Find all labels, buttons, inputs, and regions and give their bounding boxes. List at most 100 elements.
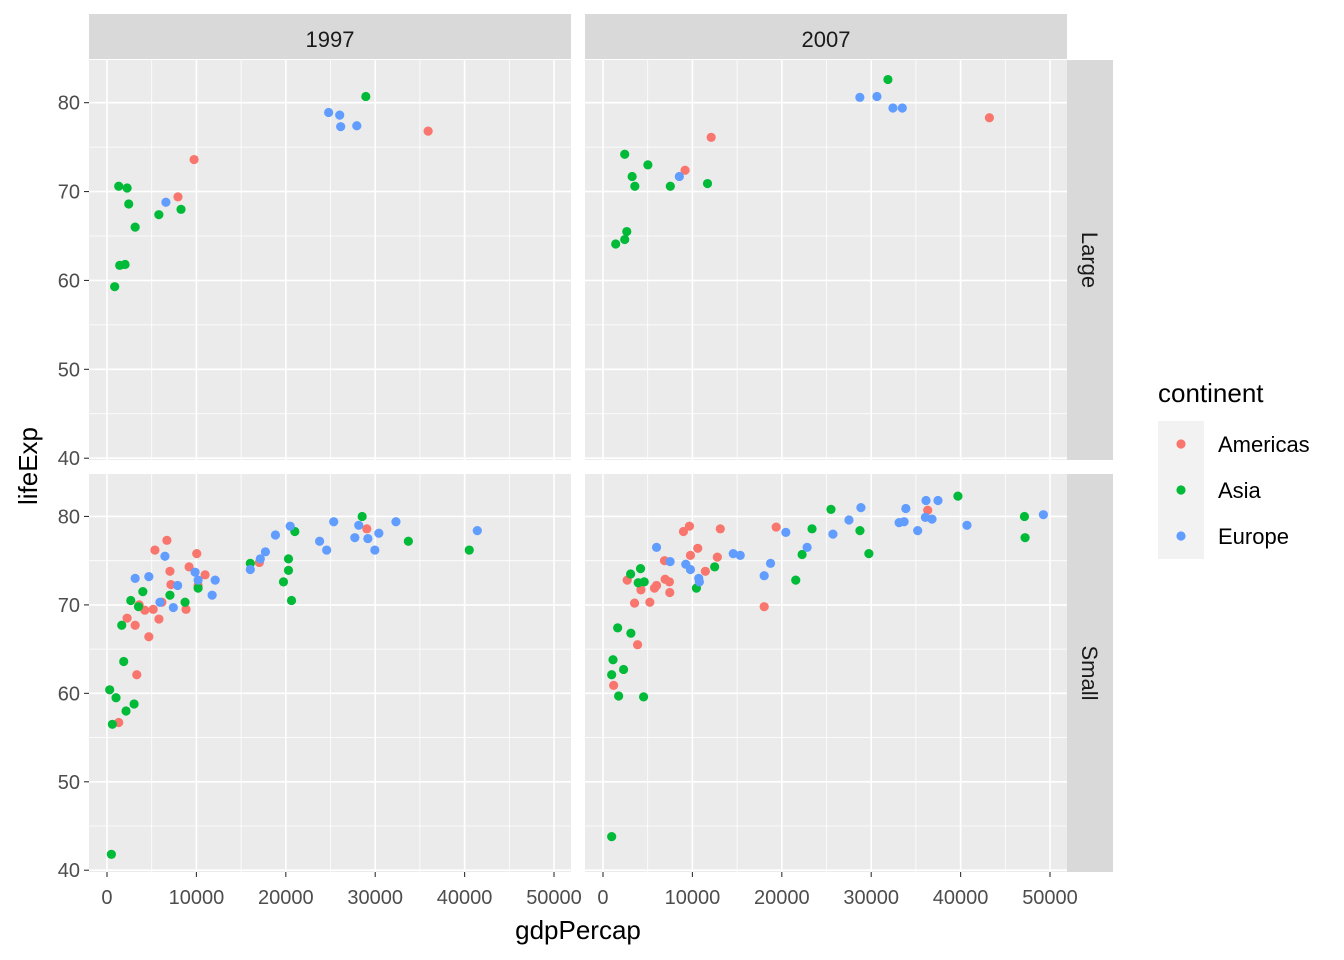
point-europe bbox=[651, 542, 662, 553]
point-europe bbox=[665, 556, 675, 567]
point-asia bbox=[710, 562, 720, 572]
point-americas bbox=[712, 552, 722, 562]
point-asia bbox=[807, 524, 817, 534]
point-americas bbox=[685, 550, 696, 560]
point-americas bbox=[759, 602, 769, 612]
panel-background bbox=[585, 60, 1067, 460]
legend-label: Asia bbox=[1218, 478, 1262, 503]
point-americas bbox=[173, 192, 183, 202]
point-americas bbox=[192, 549, 202, 559]
point-asia bbox=[883, 74, 893, 85]
legend-swatch bbox=[1176, 485, 1186, 495]
point-americas bbox=[632, 640, 643, 650]
point-asia bbox=[611, 239, 621, 249]
panel-2007-small bbox=[585, 474, 1067, 872]
y-tick-label: 40 bbox=[58, 860, 80, 882]
y-tick-label: 70 bbox=[58, 595, 80, 617]
point-americas bbox=[651, 580, 662, 591]
y-tick-label: 50 bbox=[58, 359, 80, 381]
legend-swatch bbox=[1176, 439, 1186, 449]
point-asia bbox=[464, 545, 474, 555]
point-europe bbox=[335, 110, 345, 120]
point-asia bbox=[702, 178, 713, 189]
point-americas bbox=[181, 604, 191, 614]
legend-swatch bbox=[1176, 531, 1186, 541]
point-europe bbox=[161, 197, 171, 207]
point-asia bbox=[121, 706, 131, 716]
y-tick-label: 50 bbox=[58, 772, 80, 794]
point-asia bbox=[826, 504, 836, 514]
point-asia bbox=[133, 602, 144, 612]
point-europe bbox=[856, 503, 866, 513]
point-europe bbox=[735, 550, 745, 560]
point-americas bbox=[154, 614, 164, 624]
point-asia bbox=[1019, 511, 1030, 522]
x-tick-label: 30000 bbox=[843, 887, 899, 909]
axes: 40 50 60 70 80 40 50 60 70 80 0 10000 20000 30000 4000… bbox=[58, 93, 1078, 909]
point-europe bbox=[374, 528, 384, 538]
point-americas bbox=[706, 132, 716, 142]
point-asia bbox=[119, 656, 129, 667]
point-asia bbox=[620, 234, 630, 245]
point-europe bbox=[844, 515, 854, 525]
point-americas bbox=[132, 670, 142, 680]
legend: continent Americas Asia Europe bbox=[1158, 378, 1310, 559]
point-europe bbox=[270, 530, 281, 540]
point-europe bbox=[927, 514, 937, 524]
x-tick-label: 0 bbox=[597, 887, 608, 909]
legend-label: Europe bbox=[1218, 524, 1289, 549]
point-europe bbox=[130, 573, 140, 583]
point-americas bbox=[362, 524, 372, 534]
point-europe bbox=[921, 495, 931, 506]
point-americas bbox=[923, 505, 933, 515]
point-asia bbox=[124, 199, 134, 209]
point-asia bbox=[627, 171, 637, 182]
point-europe bbox=[901, 503, 911, 514]
point-asia bbox=[286, 595, 297, 606]
point-asia bbox=[665, 181, 675, 191]
point-europe bbox=[370, 545, 380, 555]
point-europe bbox=[363, 533, 373, 544]
point-europe bbox=[245, 564, 255, 575]
point-europe bbox=[173, 580, 183, 591]
point-asia bbox=[608, 655, 618, 665]
point-asia bbox=[403, 536, 413, 546]
legend-item-americas: Americas bbox=[1158, 421, 1310, 467]
point-asia bbox=[626, 628, 636, 638]
point-asia bbox=[630, 181, 640, 191]
point-americas bbox=[645, 597, 655, 607]
point-americas bbox=[184, 562, 194, 572]
point-europe bbox=[962, 520, 972, 530]
point-asia bbox=[643, 160, 653, 170]
point-americas bbox=[162, 535, 172, 545]
point-europe bbox=[913, 526, 923, 536]
point-europe bbox=[324, 107, 334, 118]
point-europe bbox=[391, 517, 401, 527]
point-asia bbox=[165, 590, 175, 600]
panel-background bbox=[89, 474, 571, 872]
point-europe bbox=[472, 526, 482, 536]
point-europe bbox=[190, 567, 200, 577]
point-asia bbox=[283, 554, 294, 564]
point-asia bbox=[639, 577, 649, 587]
point-americas bbox=[189, 154, 199, 165]
x-tick-label: 10000 bbox=[169, 887, 225, 909]
point-asia bbox=[618, 664, 629, 675]
point-asia bbox=[361, 91, 371, 102]
point-americas bbox=[166, 579, 176, 590]
point-europe bbox=[168, 602, 178, 613]
point-asia bbox=[126, 595, 136, 606]
point-europe bbox=[144, 571, 154, 582]
point-asia bbox=[120, 259, 130, 270]
point-europe bbox=[336, 122, 346, 132]
point-americas bbox=[636, 585, 646, 595]
point-asia bbox=[278, 577, 289, 587]
point-americas bbox=[122, 613, 132, 623]
point-europe bbox=[160, 551, 170, 561]
legend-item-asia: Asia bbox=[1158, 467, 1262, 513]
point-europe bbox=[193, 575, 203, 585]
point-europe bbox=[350, 533, 360, 543]
point-asia bbox=[638, 692, 649, 702]
y-tick-label: 80 bbox=[58, 93, 80, 115]
point-asia bbox=[111, 693, 121, 703]
